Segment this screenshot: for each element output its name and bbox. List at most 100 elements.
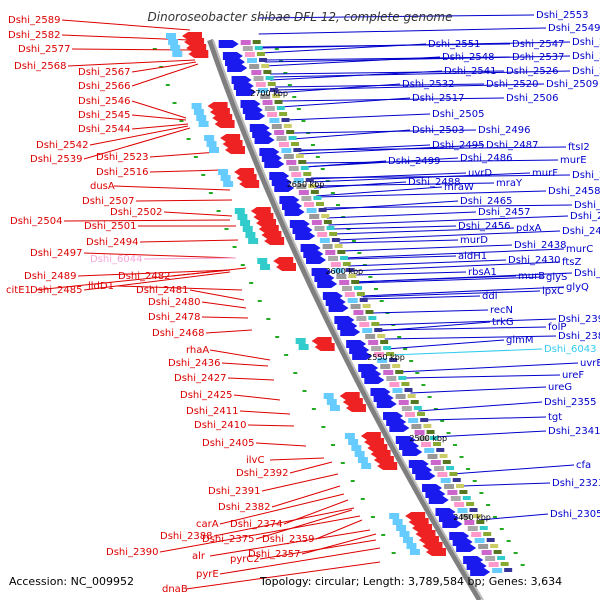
gene-category-band xyxy=(395,370,404,374)
gene-label-right: Dshi_2386 xyxy=(558,331,600,342)
gene-category-band xyxy=(354,286,363,290)
backbone-highlight xyxy=(212,39,484,600)
gene-category-band xyxy=(254,46,263,50)
gene-category-band xyxy=(321,214,330,218)
gene-category-band xyxy=(449,472,458,476)
gene-category-band xyxy=(408,418,419,423)
leader-line-right xyxy=(462,482,551,487)
gene-category-band xyxy=(414,430,425,435)
gene-category-band xyxy=(417,412,426,416)
gene-category-band xyxy=(257,258,268,264)
gene-category-band xyxy=(242,46,253,51)
gene-label-right: Dshi_2486 xyxy=(460,153,512,164)
leader-line-left xyxy=(201,316,249,319)
gene-label-left: Dshi_2568 xyxy=(14,61,66,72)
gene-label-left: Dshi_2494 xyxy=(86,237,138,248)
tick-dot xyxy=(409,360,414,362)
gene-category-band xyxy=(423,424,432,428)
leader-line-right xyxy=(280,97,505,102)
gene-category-band xyxy=(326,399,337,405)
gene-arrow-forward xyxy=(218,40,239,48)
gene-category-band xyxy=(256,52,265,56)
gene-category-band xyxy=(421,442,432,447)
gene-label-left: Dshi_2481 xyxy=(136,285,188,296)
gene-category-band xyxy=(399,531,410,537)
gene-category-band xyxy=(315,202,324,206)
gene-label-right: glyQ xyxy=(566,282,589,293)
gene-label-right: Dshi_2457 xyxy=(478,207,530,218)
leader-line-right xyxy=(360,286,565,297)
gene-label-left: ilvC xyxy=(246,455,264,466)
gene-label-right: ftsI2 xyxy=(568,142,590,153)
gene-arrow-forward xyxy=(274,184,295,192)
position-label: 2600 kbp xyxy=(325,267,363,276)
gene-label-left: alr xyxy=(192,551,206,562)
gene-category-band xyxy=(492,568,503,573)
gene-label-right: Dshi_2532 xyxy=(402,79,454,90)
gene-label-right: Dshi_2503 xyxy=(412,125,464,136)
leader-line-right xyxy=(426,416,547,421)
gene-category-band xyxy=(333,268,344,273)
leader-line-right xyxy=(270,70,571,78)
gene-label-right: Dshi_2538 xyxy=(572,37,600,48)
gene-label-right: Dshi_2509 xyxy=(546,79,598,90)
leader-line-right xyxy=(452,464,575,475)
gene-category-band xyxy=(462,496,471,500)
gene-category-band xyxy=(260,94,271,99)
gene-category-band xyxy=(288,166,299,171)
gene-label-left: Dshi_2504 xyxy=(10,216,62,227)
gene-category-band xyxy=(309,214,320,219)
gene-category-band xyxy=(485,556,496,561)
gene-category-band xyxy=(317,232,328,237)
gene-category-band xyxy=(368,340,379,345)
gene-category-band xyxy=(479,526,488,530)
tick-dot xyxy=(513,552,518,554)
gene-label-right: folP xyxy=(548,322,566,333)
leader-line-left xyxy=(135,199,233,202)
gene-arrow-forward xyxy=(402,448,423,456)
gene-label-right: Dshi_2537 xyxy=(512,52,564,63)
gene-label-right: murF xyxy=(532,168,558,179)
gene-category-band xyxy=(354,451,365,457)
gene-arrow-reverse xyxy=(264,237,285,245)
gene-label-left: Dshi_2410 xyxy=(194,420,246,431)
gene-label-right: Dshi_2487 xyxy=(486,140,538,151)
gene-category-band xyxy=(242,226,253,232)
tick-dot xyxy=(292,96,297,98)
leader-line-left xyxy=(261,473,339,492)
leader-line-left xyxy=(247,424,295,427)
gene-arrow-forward xyxy=(284,208,305,216)
position-labels: 2700 kbp 2650 kbp 2600 kbp 2550 kbp 2500 kbp… xyxy=(250,89,491,522)
position-label: 2700 kbp xyxy=(250,89,288,98)
gene-label-left: Dshi_2359 xyxy=(262,534,314,545)
gene-label-right: ftsZ xyxy=(562,257,581,268)
gene-category-band xyxy=(371,346,382,351)
gene-features xyxy=(166,32,513,576)
gene-category-band xyxy=(258,88,269,93)
gene-category-band xyxy=(278,142,289,147)
gene-category-band xyxy=(293,148,302,152)
gene-category-band xyxy=(300,166,309,170)
gene-category-band xyxy=(344,292,355,297)
tick-dot xyxy=(357,252,362,254)
leader-line-right xyxy=(391,348,543,356)
tick-dot xyxy=(257,300,262,302)
gene-label-right: mraW xyxy=(444,182,474,193)
gene-category-band xyxy=(398,376,407,380)
tick-dot xyxy=(302,390,307,392)
gene-category-band xyxy=(220,175,231,181)
tick-dot xyxy=(165,84,170,86)
gene-label-right: murD xyxy=(460,235,488,246)
gene-label-right: Dshi_2449 xyxy=(574,200,600,211)
gene-label-right: mraY xyxy=(496,178,523,189)
leader-line-right xyxy=(274,83,485,88)
gene-arrow-forward xyxy=(245,112,266,120)
leader-line-right xyxy=(362,290,541,298)
gene-category-band xyxy=(313,196,322,200)
gene-category-band xyxy=(329,405,340,411)
gene-category-band xyxy=(383,370,394,375)
gene-label-left: Dshi_2436 xyxy=(168,358,220,369)
gene-label-right: aldH1 xyxy=(458,251,487,262)
gene-category-band xyxy=(380,364,391,369)
leader-line-right xyxy=(354,272,573,283)
